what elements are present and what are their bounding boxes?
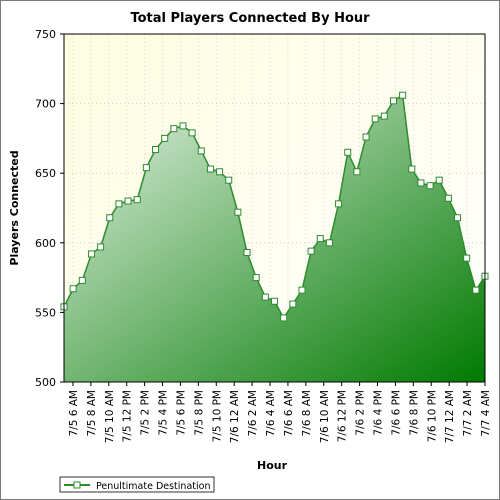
legend-label: Penultimate Destination	[96, 481, 210, 492]
data-point	[298, 286, 306, 294]
y-tick-label: 500	[35, 376, 56, 389]
x-tick-label: 7/6 6 PM	[390, 390, 402, 436]
data-point	[444, 194, 452, 202]
x-tick-label: 7/6 4 PM	[373, 390, 385, 436]
x-tick-label: 7/5 8 PM	[193, 390, 205, 436]
data-point	[124, 197, 132, 205]
data-point	[280, 314, 288, 322]
x-tick-label: 7/5 4 PM	[158, 390, 170, 436]
data-point	[170, 125, 178, 133]
data-point	[179, 122, 187, 130]
data-point	[380, 112, 388, 120]
x-tick-label: 7/7 12 AM	[444, 390, 456, 443]
data-point	[133, 196, 141, 204]
x-tick-label: 7/6 6 AM	[283, 390, 295, 437]
data-point	[463, 254, 471, 262]
x-axis: 7/5 6 AM 7/5 8 AM 7/5 10 AM 7/5 12 PM 7/5 2 …	[68, 382, 492, 443]
data-point	[454, 214, 462, 222]
y-tick-label: 650	[35, 167, 56, 180]
y-axis-label: Players Connected	[8, 150, 21, 265]
x-tick-label: 7/6 2 PM	[355, 390, 367, 436]
data-point	[472, 286, 480, 294]
data-point	[87, 250, 95, 258]
data-point	[335, 200, 343, 208]
legend-marker-icon	[73, 481, 81, 489]
data-point	[316, 235, 324, 243]
x-tick-label: 7/7 2 AM	[462, 390, 474, 437]
x-tick-label: 7/5 8 AM	[86, 390, 98, 437]
data-point	[325, 239, 333, 247]
series-points	[60, 91, 489, 322]
x-tick-label: 7/6 4 AM	[265, 390, 277, 437]
x-tick-label: 7/6 10 PM	[426, 390, 438, 442]
y-tick-label: 600	[35, 237, 56, 250]
data-point	[142, 164, 150, 172]
data-point	[197, 147, 205, 155]
y-tick-label: 700	[35, 98, 56, 111]
y-tick-label: 750	[35, 28, 56, 41]
data-point	[271, 297, 278, 305]
data-point	[69, 285, 77, 293]
y-axis: 500 550 600 650 700 750	[35, 28, 64, 389]
data-point	[307, 247, 315, 255]
data-point	[435, 176, 443, 184]
x-tick-label: 7/5 12 PM	[122, 390, 134, 442]
data-point	[152, 146, 160, 154]
data-point	[344, 148, 352, 156]
data-point	[115, 200, 123, 208]
data-point	[243, 249, 251, 257]
data-point	[362, 133, 370, 141]
x-tick-label: 7/6 8 PM	[408, 390, 420, 436]
data-point	[353, 168, 361, 176]
x-tick-label: 7/6 8 AM	[301, 390, 313, 437]
data-point	[161, 134, 169, 142]
data-point	[97, 243, 105, 251]
x-tick-label: 7/5 10 PM	[211, 390, 223, 442]
x-tick-label: 7/6 12 AM	[229, 390, 241, 443]
data-point	[106, 214, 114, 222]
chart-title: Total Players Connected By Hour	[130, 11, 370, 26]
series-area	[64, 95, 485, 383]
data-point	[371, 115, 379, 123]
data-point	[399, 91, 407, 99]
x-tick-label: 7/6 2 AM	[247, 390, 259, 437]
data-point	[225, 176, 233, 184]
x-tick-label: 7/5 6 AM	[68, 390, 80, 437]
data-point	[206, 165, 214, 173]
data-point	[408, 165, 416, 173]
data-point	[188, 129, 196, 137]
data-point	[289, 300, 297, 308]
data-point	[78, 276, 86, 284]
legend: Penultimate Destination	[59, 476, 215, 493]
data-point	[426, 182, 434, 190]
x-axis-label: Hour	[257, 459, 288, 472]
legend-box	[59, 476, 215, 493]
x-tick-label: 7/6 12 PM	[337, 390, 349, 442]
y-tick-label: 550	[35, 306, 56, 319]
data-point	[252, 274, 260, 282]
x-tick-label: 7/5 10 AM	[104, 390, 116, 443]
data-point	[234, 208, 242, 216]
x-tick-label: 7/5 6 PM	[175, 390, 187, 436]
plot-border	[63, 33, 486, 383]
x-tick-label: 7/6 10 AM	[319, 390, 331, 443]
data-point	[417, 179, 425, 187]
x-tick-label: 7/5 2 PM	[140, 390, 152, 436]
data-point	[389, 97, 397, 105]
data-point	[261, 293, 269, 301]
x-tick-label: 7/7 4 AM	[480, 390, 492, 437]
data-point	[216, 168, 224, 176]
